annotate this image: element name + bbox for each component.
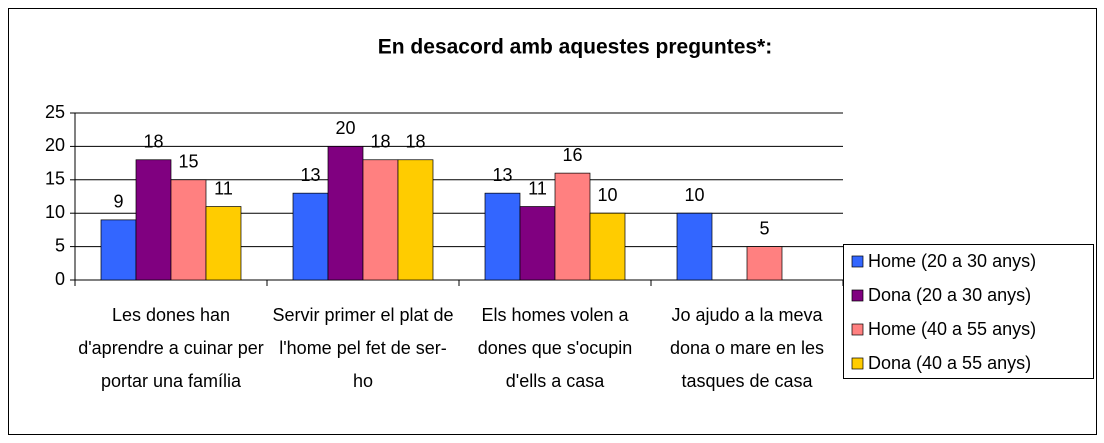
bar — [100, 219, 137, 281]
bar — [327, 146, 364, 281]
y-tick-label: 15 — [45, 169, 65, 189]
bar — [746, 246, 783, 281]
legend-swatch — [851, 289, 864, 302]
legend-label: Home (40 a 55 anys) — [868, 319, 1036, 339]
legend-label: Dona (20 a 30 anys) — [868, 285, 1031, 305]
x-tick-label: Les dones han d'aprendre a cuinar per po… — [78, 305, 264, 391]
y-tick-label: 10 — [45, 202, 65, 222]
data-label: 10 — [597, 185, 617, 205]
data-label: 10 — [684, 185, 704, 205]
y-tick-label: 20 — [45, 135, 65, 155]
data-label: 11 — [528, 178, 547, 198]
data-label: 18 — [405, 132, 425, 152]
bar — [519, 206, 556, 281]
y-tick-label: 5 — [55, 235, 65, 255]
bar — [554, 172, 591, 281]
legend-swatch — [851, 255, 864, 268]
data-label: 9 — [113, 192, 123, 212]
bar — [362, 159, 399, 281]
data-label: 13 — [492, 165, 512, 185]
legend-frame — [843, 244, 1094, 379]
y-tick-label: 0 — [55, 269, 65, 289]
bar — [292, 192, 329, 281]
data-label: 18 — [370, 132, 390, 152]
bar — [205, 206, 242, 281]
x-tick-label: Els homes volen a dones que s'ocupin d'e… — [477, 305, 633, 391]
x-tick-label: Servir primer el plat de l'home pel fet … — [272, 305, 454, 391]
legend-swatch — [851, 323, 864, 336]
legend-label: Home (20 a 30 anys) — [868, 251, 1036, 271]
chart-title: En desacord amb aquestes preguntes*: — [378, 36, 772, 59]
bar — [397, 159, 434, 281]
bar — [135, 159, 172, 281]
data-label: 13 — [300, 165, 320, 185]
y-tick-label: 25 — [45, 102, 65, 122]
data-label: 20 — [335, 118, 355, 138]
data-label: 18 — [143, 132, 163, 152]
bar — [170, 179, 207, 281]
data-label: 11 — [214, 178, 233, 198]
data-label: 15 — [178, 152, 198, 172]
legend-swatch — [851, 357, 864, 370]
legend-label: Dona (40 a 55 anys) — [868, 353, 1031, 373]
bar — [589, 212, 626, 281]
x-tick-label: Jo ajudo a la meva dona o mare en les ta… — [669, 305, 825, 391]
data-label: 16 — [562, 145, 582, 165]
bar — [676, 212, 713, 281]
data-label: 5 — [759, 218, 769, 238]
bar — [484, 192, 521, 281]
